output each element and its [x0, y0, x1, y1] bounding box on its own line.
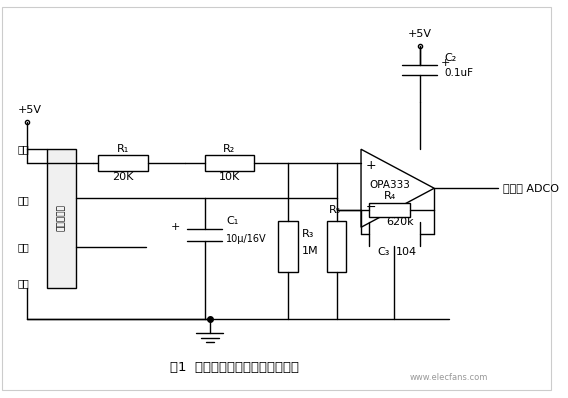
- Text: R₁: R₁: [117, 144, 129, 154]
- Text: R₂: R₂: [223, 144, 235, 154]
- Text: 10μ/16V: 10μ/16V: [227, 234, 267, 244]
- Bar: [369, 203, 410, 217]
- Text: 单片机 ADCO: 单片机 ADCO: [503, 183, 558, 193]
- Bar: [98, 155, 148, 171]
- Text: +: +: [171, 222, 181, 232]
- Text: 图1  称重电路及其与单片机的连接: 图1 称重电路及其与单片机的连接: [170, 361, 299, 374]
- Text: 绿色: 绿色: [18, 195, 30, 205]
- Text: C₃: C₃: [377, 247, 390, 257]
- Text: 称重传感器: 称重传感器: [57, 204, 66, 231]
- Bar: [47, 149, 76, 288]
- Text: R₄: R₄: [384, 191, 396, 201]
- Text: +: +: [441, 59, 450, 68]
- Text: 白色: 白色: [18, 278, 30, 288]
- Text: 620k: 620k: [386, 217, 414, 227]
- Text: 1M: 1M: [302, 246, 318, 256]
- Text: 黑色: 黑色: [18, 242, 30, 252]
- Bar: [278, 221, 298, 272]
- Text: +: +: [366, 159, 377, 172]
- Text: R₃: R₃: [302, 229, 314, 239]
- Text: 20K: 20K: [112, 172, 133, 181]
- Text: +5V: +5V: [18, 105, 41, 115]
- Text: 10K: 10K: [219, 172, 240, 181]
- Text: R₅: R₅: [329, 205, 341, 215]
- Text: C₂: C₂: [444, 53, 456, 64]
- Text: 红色: 红色: [18, 144, 30, 154]
- Text: +5V: +5V: [408, 29, 432, 39]
- Text: www.elecfans.com: www.elecfans.com: [410, 373, 488, 382]
- Bar: [327, 221, 346, 272]
- Text: OPA333: OPA333: [370, 180, 411, 190]
- Text: C₁: C₁: [227, 217, 239, 226]
- Bar: [205, 155, 254, 171]
- Text: −: −: [366, 201, 377, 214]
- Text: 0.1uF: 0.1uF: [444, 68, 473, 78]
- Text: 104: 104: [395, 247, 416, 257]
